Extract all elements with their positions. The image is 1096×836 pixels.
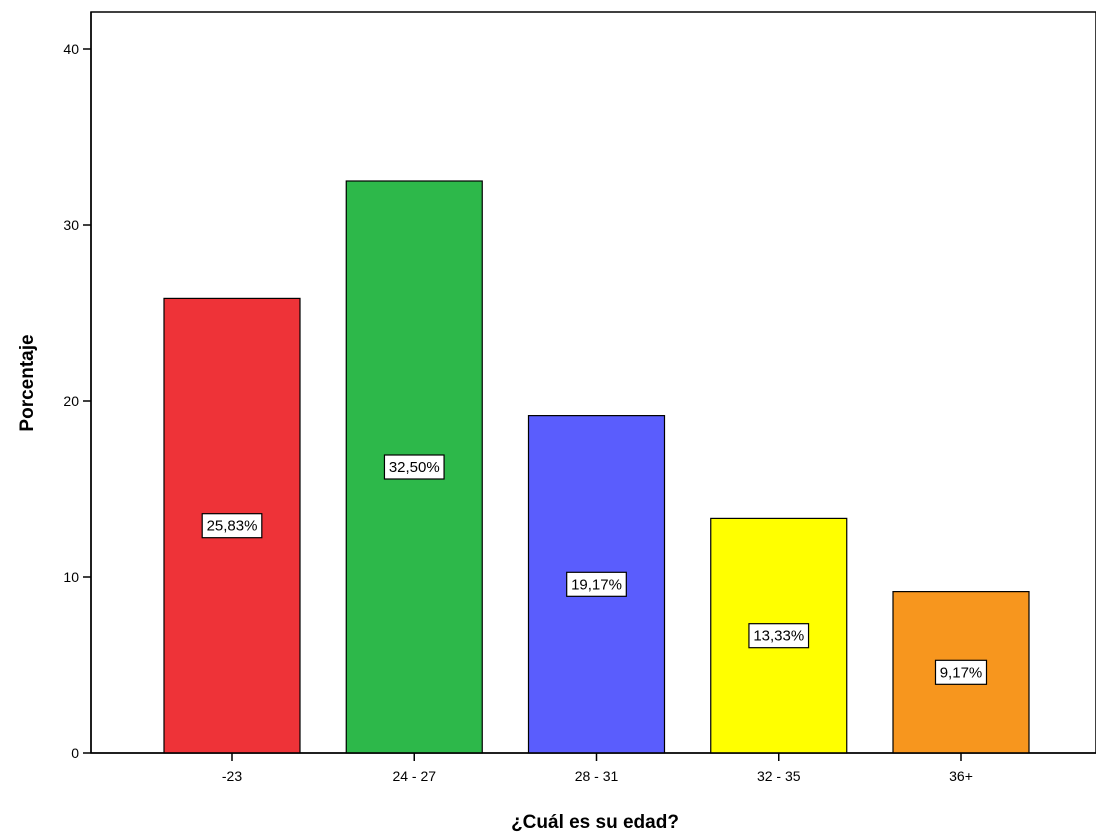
- y-tick-label: 30: [63, 217, 79, 233]
- x-axis-title: ¿Cuál es su edad?: [511, 812, 679, 833]
- y-tick-label: 10: [63, 569, 79, 585]
- y-tick-label: 20: [63, 393, 79, 409]
- data-label: 13,33%: [753, 628, 804, 645]
- x-tick-label: -23: [222, 768, 242, 784]
- y-axis-title: Porcentaje: [17, 334, 38, 431]
- x-tick-label: 32 - 35: [757, 768, 801, 784]
- data-labels: 25,83% 32,50% 19,17% 13,33% 9,17%: [201, 454, 988, 685]
- y-tick-label: 40: [63, 41, 79, 57]
- data-label: 19,17%: [571, 576, 622, 593]
- data-label: 25,83%: [207, 518, 258, 535]
- data-label: 9,17%: [940, 664, 983, 681]
- x-tick-label: 28 - 31: [575, 768, 619, 784]
- x-axis: -23 24 - 27 28 - 31 32 - 35 36+: [91, 752, 1096, 784]
- y-axis: 0 10 20 30 40: [63, 12, 92, 761]
- data-label: 32,50%: [389, 459, 440, 476]
- x-tick-label: 36+: [949, 768, 973, 784]
- y-tick-label: 0: [71, 745, 79, 761]
- x-tick-label: 24 - 27: [392, 768, 436, 784]
- data-label-box: [934, 659, 988, 685]
- data-label-box: [383, 454, 445, 480]
- data-label-box: [566, 571, 627, 597]
- data-label-box: [748, 623, 810, 649]
- data-label-box: [201, 513, 263, 539]
